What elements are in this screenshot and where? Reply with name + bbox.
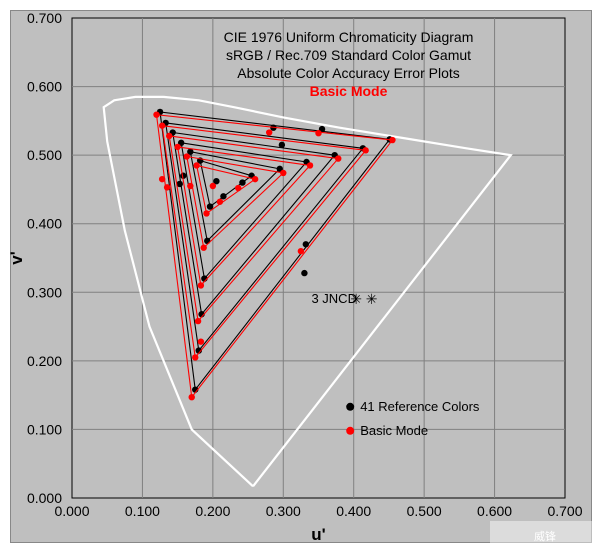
watermark: 威锋 xyxy=(490,521,600,551)
data-point xyxy=(201,245,207,251)
data-point xyxy=(280,170,286,176)
data-point xyxy=(252,176,258,182)
data-point xyxy=(184,153,190,159)
data-point xyxy=(159,122,165,128)
legend-label: Basic Mode xyxy=(360,423,428,438)
y-tick-label: 0.600 xyxy=(27,79,62,95)
data-point xyxy=(303,241,309,247)
y-tick-label: 0.000 xyxy=(27,490,62,506)
title-line-3: Absolute Color Accuracy Error Plots xyxy=(237,65,460,81)
y-tick-label: 0.500 xyxy=(27,147,62,163)
data-point xyxy=(187,183,193,189)
title-line-2: sRGB / Rec.709 Standard Color Gamut xyxy=(226,47,471,63)
chart-frame: 0.000 0.100 0.200 0.300 0.400 0.500 0.600 0.700… xyxy=(0,0,600,551)
data-point xyxy=(153,111,159,117)
data-point xyxy=(193,162,199,168)
data-point xyxy=(189,394,195,400)
data-point xyxy=(174,144,180,150)
data-point xyxy=(307,162,313,168)
jncd-marker: ✳ ✳ xyxy=(350,291,377,307)
y-tick-label: 0.300 xyxy=(27,284,62,300)
x-tick-label: 0.600 xyxy=(477,503,512,519)
y-tick-label: 0.100 xyxy=(27,421,62,437)
title-line-1: CIE 1976 Uniform Chromaticity Diagram xyxy=(224,29,474,45)
x-tick-label: 0.500 xyxy=(407,503,442,519)
x-tick-label: 0.300 xyxy=(266,503,301,519)
legend-label: 41 Reference Colors xyxy=(360,399,480,414)
legend-marker xyxy=(346,427,354,435)
data-point xyxy=(335,155,341,161)
data-point xyxy=(198,338,204,344)
data-point xyxy=(203,210,209,216)
y-axis-label: v' xyxy=(7,251,26,265)
x-tick-label: 0.700 xyxy=(547,503,582,519)
data-point xyxy=(164,184,170,190)
data-point xyxy=(166,133,172,139)
data-point xyxy=(217,199,223,205)
data-point xyxy=(279,142,285,148)
x-tick-label: 0.200 xyxy=(195,503,230,519)
data-point xyxy=(210,183,216,189)
data-point xyxy=(235,185,241,191)
data-point xyxy=(301,270,307,276)
y-tick-label: 0.400 xyxy=(27,216,62,232)
y-tick-label: 0.700 xyxy=(27,10,62,26)
y-tick-label: 0.200 xyxy=(27,353,62,369)
data-point xyxy=(362,147,368,153)
data-point xyxy=(195,318,201,324)
data-point xyxy=(389,137,395,143)
data-point xyxy=(204,238,210,244)
watermark-text: 威锋 xyxy=(534,528,556,544)
x-tick-label: 0.100 xyxy=(125,503,160,519)
data-point xyxy=(159,176,165,182)
x-tick-label: 0.400 xyxy=(336,503,371,519)
chart-svg: 0.000 0.100 0.200 0.300 0.400 0.500 0.600 0.700… xyxy=(0,0,600,551)
data-point xyxy=(239,179,245,185)
title-mode: Basic Mode xyxy=(310,83,388,99)
data-point xyxy=(266,129,272,135)
data-point xyxy=(198,282,204,288)
data-point xyxy=(192,354,198,360)
legend-marker xyxy=(346,403,354,411)
data-point xyxy=(315,130,321,136)
data-point xyxy=(298,248,304,254)
x-axis-label: u' xyxy=(311,525,325,544)
data-point xyxy=(220,193,226,199)
